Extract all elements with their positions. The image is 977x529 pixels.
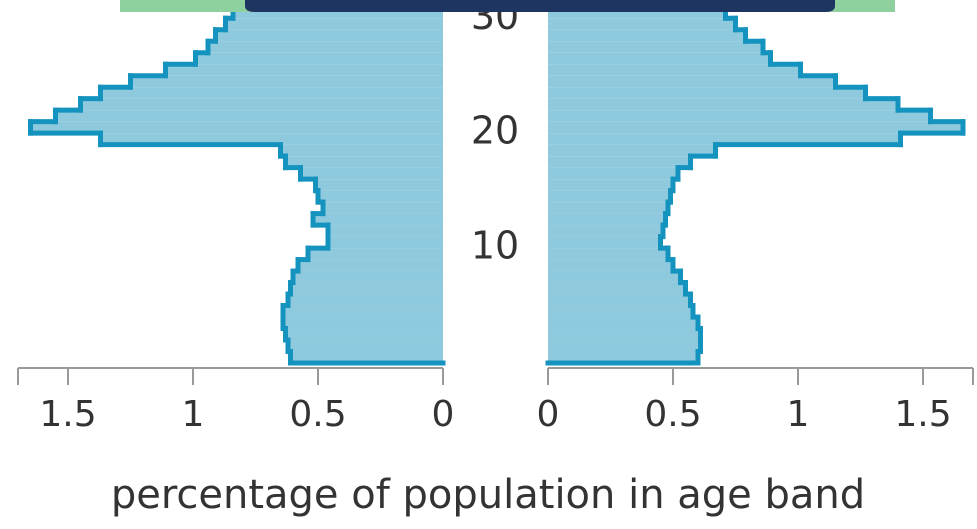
bar xyxy=(548,283,686,294)
bar xyxy=(283,306,443,317)
bar xyxy=(548,271,681,282)
bar xyxy=(548,99,898,110)
x-tick-label: 1 xyxy=(182,394,205,435)
bar xyxy=(548,191,671,202)
bar xyxy=(81,99,444,110)
bar xyxy=(548,30,746,41)
bar xyxy=(548,214,666,225)
bar xyxy=(286,156,444,167)
x-axis-label: percentage of population in age band xyxy=(111,472,865,518)
x-tick-label: 1 xyxy=(787,394,810,435)
bar xyxy=(216,30,444,41)
x-tick-label: 1.5 xyxy=(894,394,951,435)
bar xyxy=(208,41,443,52)
side xyxy=(548,0,963,363)
bar xyxy=(328,225,443,236)
x-tick-label: 0 xyxy=(432,394,455,435)
bar xyxy=(548,248,668,259)
bar xyxy=(101,87,444,98)
y-tick-label: 20 xyxy=(471,109,519,153)
bar xyxy=(548,156,691,167)
bar xyxy=(548,87,866,98)
bar xyxy=(548,202,668,213)
bar xyxy=(548,18,736,29)
bar xyxy=(291,283,444,294)
bar xyxy=(293,271,443,282)
x-tick-label: 0 xyxy=(537,394,560,435)
side xyxy=(31,0,444,363)
bar xyxy=(298,260,443,271)
bar xyxy=(56,110,444,121)
bar xyxy=(288,294,443,305)
bar xyxy=(548,329,701,340)
bar xyxy=(281,145,444,156)
bar xyxy=(548,110,931,121)
chart: percentage of population in age band 102… xyxy=(0,0,977,529)
bar xyxy=(548,225,663,236)
bar xyxy=(286,329,444,340)
x-tick-label: 1.5 xyxy=(39,394,96,435)
bar xyxy=(131,76,444,87)
bar xyxy=(548,306,693,317)
bar xyxy=(548,294,691,305)
bar xyxy=(301,168,444,179)
bar xyxy=(548,317,698,328)
bar xyxy=(548,41,763,52)
bar xyxy=(226,18,444,29)
bar xyxy=(166,64,444,75)
bar xyxy=(196,53,444,64)
banner-photo xyxy=(245,0,835,12)
y-tick-label: 10 xyxy=(471,224,519,268)
bar xyxy=(548,237,661,248)
bar xyxy=(318,191,443,202)
bar xyxy=(316,179,444,190)
bar xyxy=(548,168,678,179)
bar xyxy=(548,340,701,351)
bar xyxy=(313,214,443,225)
x-tick-label: 0.5 xyxy=(644,394,701,435)
bar xyxy=(548,53,771,64)
bar xyxy=(328,237,443,248)
bar xyxy=(323,202,443,213)
bar xyxy=(548,260,673,271)
bar xyxy=(283,317,443,328)
bar xyxy=(288,340,443,351)
bar xyxy=(548,76,836,87)
bar xyxy=(548,64,801,75)
x-tick-label: 0.5 xyxy=(289,394,346,435)
bar xyxy=(548,179,673,190)
